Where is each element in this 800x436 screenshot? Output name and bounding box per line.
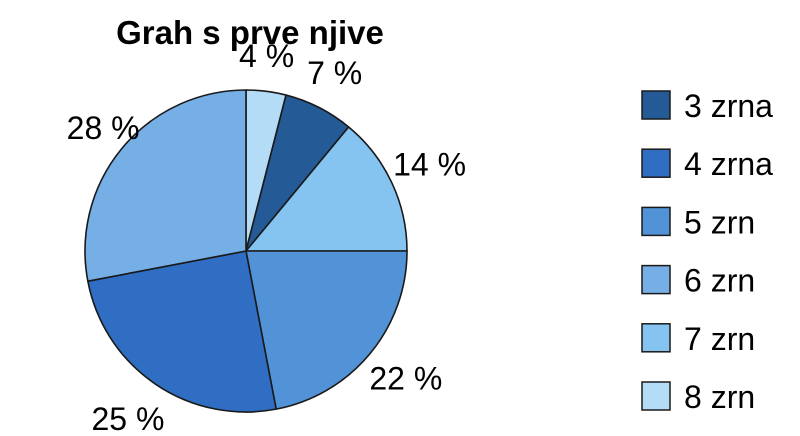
slice-label-7-zrn: 14 % bbox=[393, 147, 466, 183]
slice-label-8-zrn: 4 % bbox=[239, 38, 294, 74]
legend-swatch-8-zrn bbox=[641, 381, 671, 411]
legend-swatch-3-zrna bbox=[641, 90, 671, 120]
slice-labels: 4 % 7 % 14 % 22 % 25 % 28 % bbox=[67, 38, 466, 436]
slice-label-5-zrn: 22 % bbox=[369, 360, 442, 396]
legend-swatch-5-zrn bbox=[641, 206, 671, 237]
legend-swatch-6-zrn bbox=[641, 264, 671, 295]
legend-swatch-7-zrn bbox=[641, 323, 671, 353]
pie-slices bbox=[84, 89, 408, 413]
slice-label-6-zrn: 28 % bbox=[67, 110, 140, 146]
legend-label-5-zrn: 5 zrn bbox=[684, 204, 755, 240]
legend: 3 zrna 4 zrna 5 zrn 6 zrn 7 zrn 8 zrn bbox=[641, 88, 773, 415]
pie-slice-7-zrn bbox=[245, 126, 408, 252]
legend-label-8-zrn: 8 zrn bbox=[684, 379, 755, 415]
legend-label-7-zrn: 7 zrn bbox=[684, 321, 755, 357]
pie-slice-4-zrna bbox=[87, 250, 277, 413]
legend-label-4-zrna: 4 zrna bbox=[684, 146, 773, 182]
chart-title: Grah s prve njive bbox=[116, 14, 384, 51]
legend-label-6-zrn: 6 zrn bbox=[684, 263, 755, 299]
slice-label-4-zrna: 25 % bbox=[92, 401, 165, 436]
slice-label-3-zrna: 7 % bbox=[307, 55, 362, 91]
pie-slice-5-zrn bbox=[245, 250, 408, 410]
pie-slice-6-zrn bbox=[84, 89, 247, 282]
legend-swatch-4-zrna bbox=[641, 148, 671, 178]
legend-label-3-zrna: 3 zrna bbox=[684, 88, 773, 124]
